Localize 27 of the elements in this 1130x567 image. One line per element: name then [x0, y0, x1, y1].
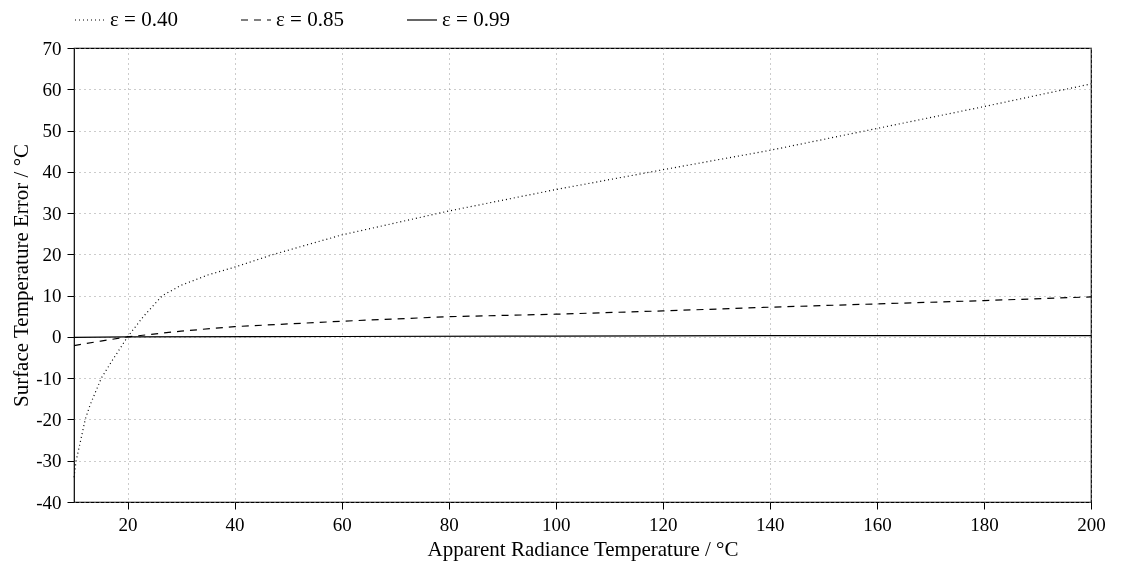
y-tick-label: -20	[36, 408, 62, 430]
legend-label: ε = 0.40	[110, 7, 178, 31]
y-tick-label: 40	[42, 161, 62, 183]
x-tick-label: 80	[439, 513, 459, 535]
x-tick-label: 180	[970, 513, 999, 535]
x-tick-label: 100	[541, 513, 571, 535]
y-tick-label: 50	[42, 120, 62, 142]
x-tick-label: 60	[332, 513, 352, 535]
x-tick-label: 20	[118, 513, 138, 535]
y-axis-title: Surface Temperature Error / °C	[9, 143, 34, 408]
x-tick-label: 140	[756, 513, 785, 535]
y-tick-label: -30	[36, 450, 62, 472]
y-tick-label: -40	[36, 491, 62, 513]
x-axis-title: Apparent Radiance Temperature / °C	[427, 536, 739, 561]
x-tick-label: 160	[863, 513, 892, 535]
y-tick-label: 20	[42, 243, 62, 265]
y-tick-label: 70	[42, 37, 62, 59]
legend-label: ε = 0.85	[276, 7, 344, 31]
y-tick-label: -10	[36, 367, 62, 389]
legend-label: ε = 0.99	[442, 7, 510, 31]
y-tick-label: 60	[42, 78, 62, 100]
y-tick-label: 10	[42, 285, 62, 307]
y-tick-label: 0	[52, 326, 62, 348]
x-tick-label: 200	[1077, 513, 1106, 535]
x-tick-label: 120	[649, 513, 678, 535]
y-tick-label: 30	[42, 202, 62, 224]
x-tick-label: 40	[225, 513, 245, 535]
